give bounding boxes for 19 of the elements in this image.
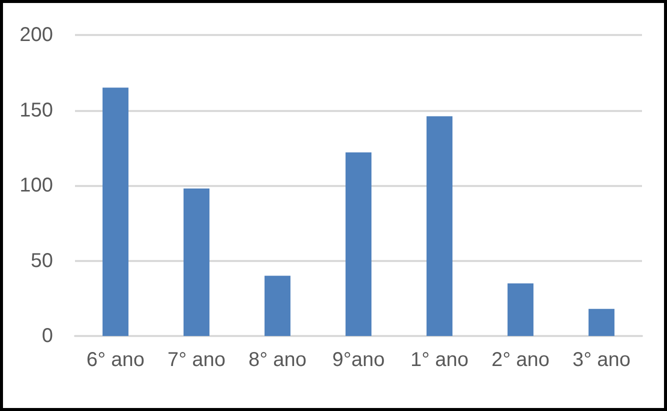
y-tick-label: 50 (30, 250, 53, 272)
x-tick-label: 2° ano (491, 349, 550, 371)
y-tick-label: 200 (20, 24, 53, 46)
x-tick-label: 7° ano (167, 349, 226, 371)
x-tick-label: 9°ano (332, 349, 385, 371)
y-tick-label: 0 (42, 325, 53, 347)
x-tick-label: 8° ano (248, 349, 307, 371)
bar (508, 283, 534, 336)
x-tick-label: 3° ano (572, 349, 631, 371)
bar (102, 88, 128, 336)
bar (184, 188, 210, 336)
y-tick-label: 100 (20, 174, 53, 196)
x-tick-label: 1° ano (410, 349, 469, 371)
bar (346, 152, 372, 336)
y-tick-label: 150 (20, 99, 53, 122)
bar (588, 308, 614, 336)
bar (264, 276, 290, 336)
x-tick-label: 6° ano (86, 349, 145, 371)
bar (426, 116, 452, 336)
